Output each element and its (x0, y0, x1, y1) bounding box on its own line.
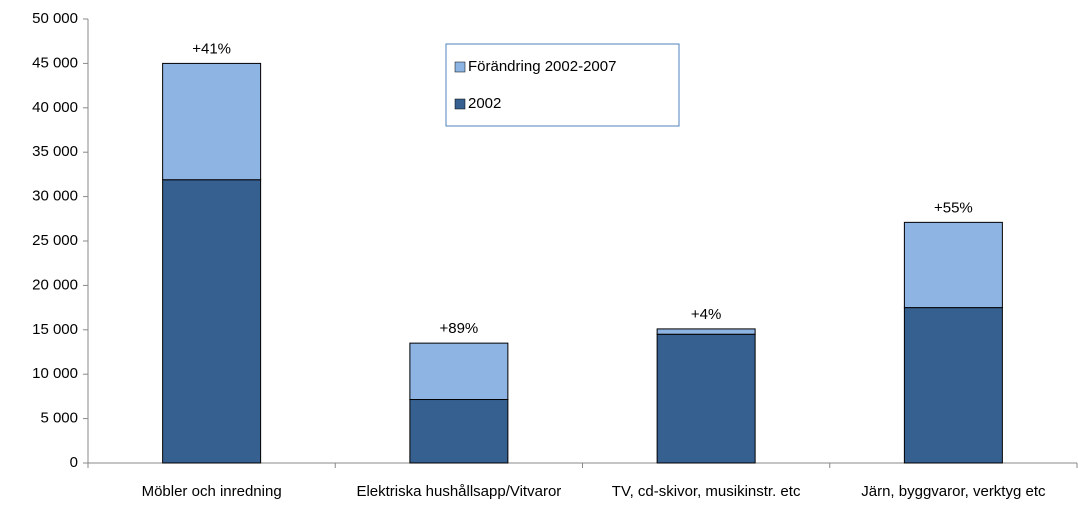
annotation: +89% (439, 320, 478, 337)
y-tick-label: 30 000 (32, 188, 78, 205)
annotation: +4% (691, 306, 721, 323)
legend-box (445, 43, 680, 127)
legend-swatch (454, 61, 466, 73)
y-tick-label: 15 000 (32, 321, 78, 338)
legend-label: Förändring 2002-2007 (468, 58, 616, 75)
y-tick-label: 10 000 (32, 365, 78, 382)
y-tick-label: 45 000 (32, 54, 78, 71)
legend-swatch (454, 98, 466, 110)
y-tick-label: 5 000 (40, 410, 78, 427)
y-tick-label: 40 000 (32, 99, 78, 116)
y-tick-label: 35 000 (32, 143, 78, 160)
y-tick-label: 20 000 (32, 276, 78, 293)
y-tick-label: 25 000 (32, 232, 78, 249)
annotation: +41% (192, 40, 231, 57)
x-tick-label: Järn, byggvaror, verktyg etc (861, 483, 1046, 500)
bar-segment (409, 399, 509, 464)
bar-segment (162, 62, 262, 181)
y-tick-label: 50 000 (32, 10, 78, 27)
bar-segment (656, 328, 756, 335)
bar-segment (162, 179, 262, 464)
x-tick-label: Möbler och inredning (141, 483, 282, 500)
x-tick-label: Elektriska hushållsapp/Vitvaror (356, 483, 562, 500)
y-tick-label: 0 (70, 454, 78, 471)
bar-segment (903, 221, 1003, 309)
bar-segment (409, 342, 509, 401)
bar-segment (903, 307, 1003, 464)
bar-segment (656, 333, 756, 464)
x-tick-label: TV, cd-skivor, musikinstr. etc (611, 483, 801, 500)
annotation: +55% (934, 199, 973, 216)
legend-label: 2002 (468, 95, 501, 112)
